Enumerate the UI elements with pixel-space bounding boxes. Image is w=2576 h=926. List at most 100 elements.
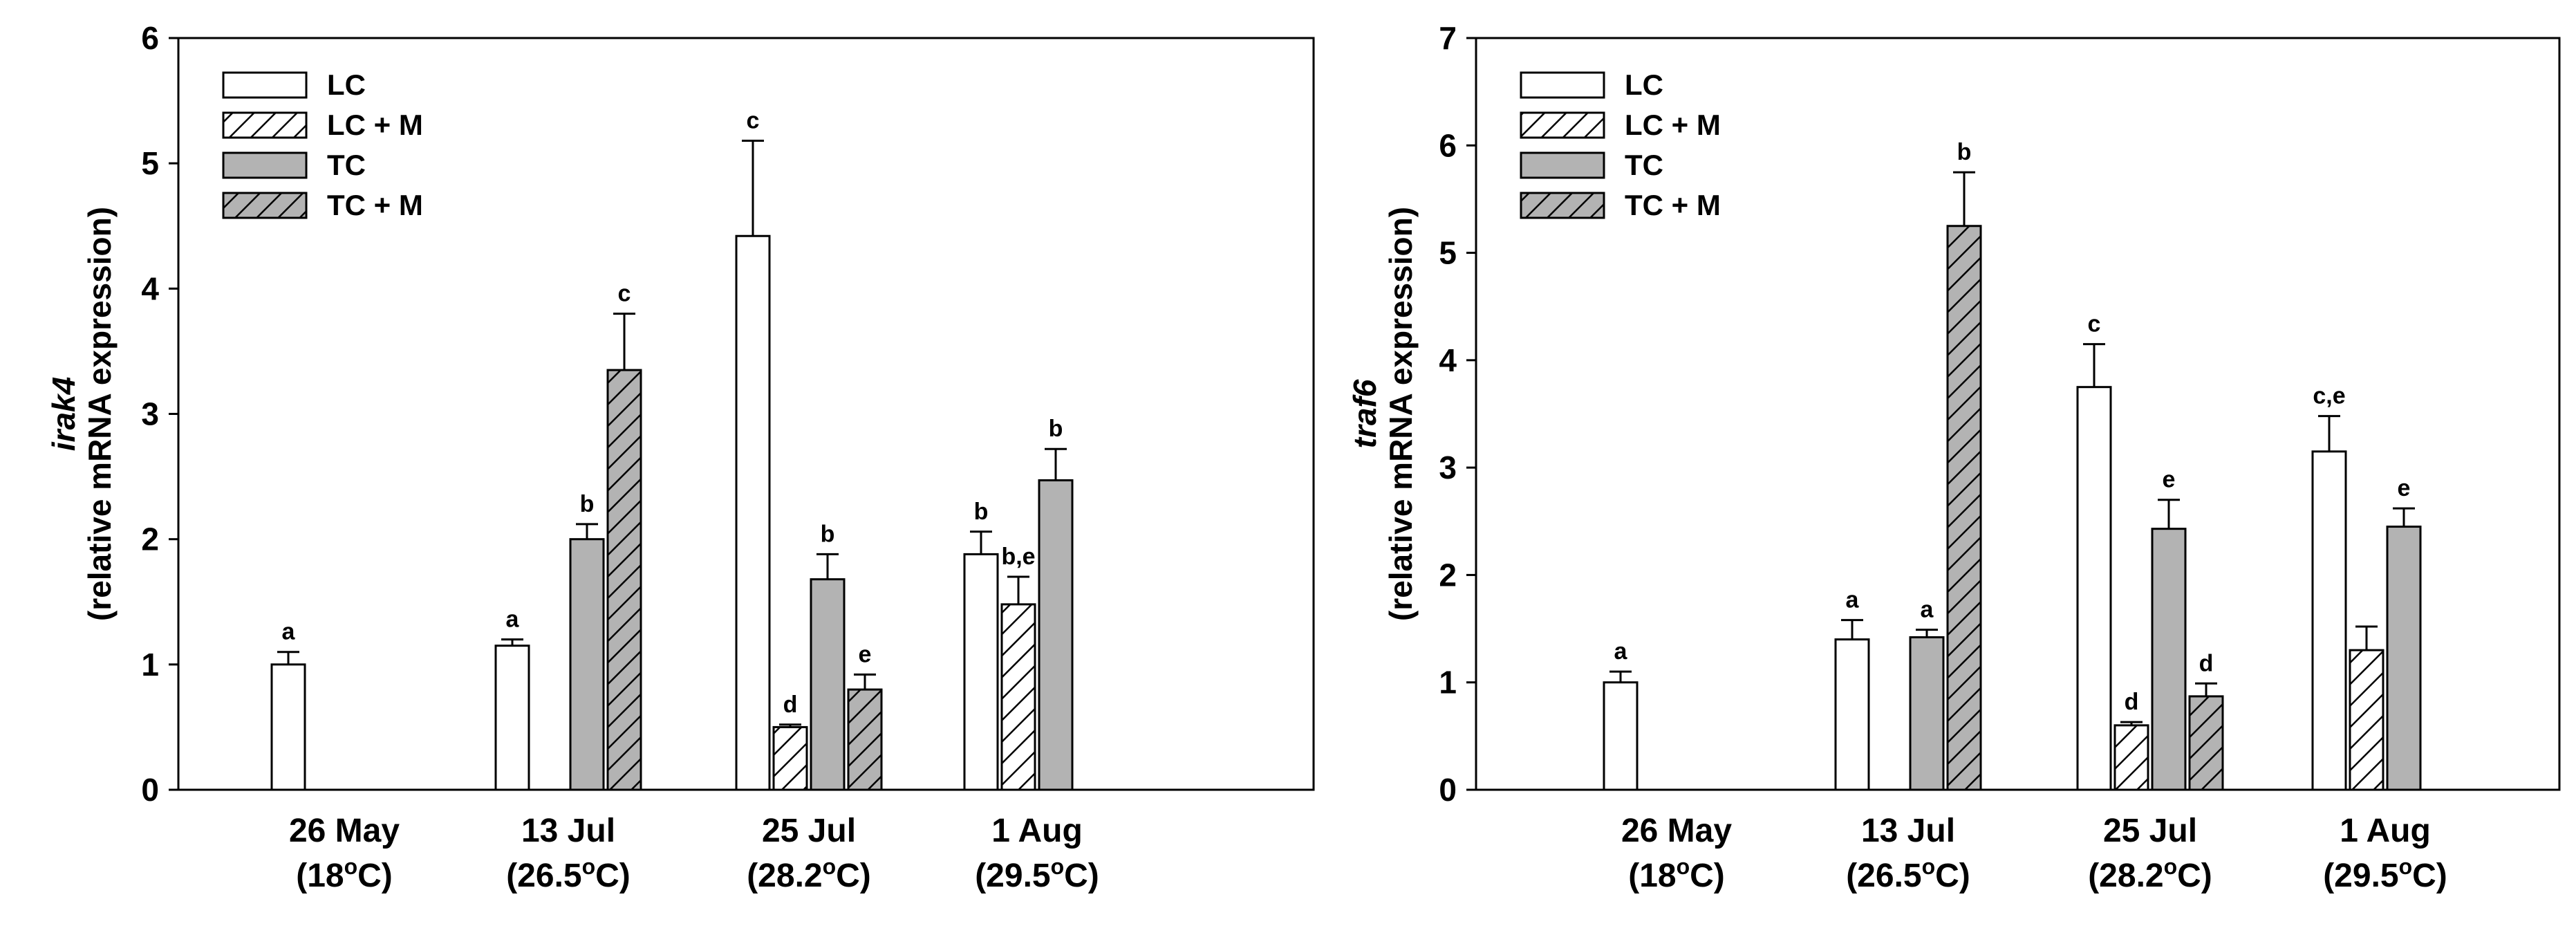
y-axis-title: traf6(relative mRNA expression)	[1347, 207, 1419, 621]
degree-sup: o	[344, 854, 358, 879]
x-category-date: 13 Jul	[521, 813, 615, 849]
temp-value: (26.5	[1846, 858, 1921, 894]
bar-tcm	[2188, 695, 2224, 791]
x-category-temp: (18oC)	[296, 854, 393, 894]
y-axis-unit-label: (relative mRNA expression)	[82, 207, 118, 621]
temp-unit: C)	[357, 858, 393, 894]
x-category-date: 13 Jul	[1861, 813, 1955, 849]
x-category-date: 25 Jul	[2103, 813, 2197, 849]
significance-label: c	[2088, 311, 2101, 337]
temp-value: (26.5	[506, 858, 581, 894]
x-category-temp: (18oC)	[1628, 854, 1725, 894]
y-tick-label: 3	[141, 396, 159, 432]
legend-swatch	[222, 71, 308, 99]
significance-label: c,e	[2313, 383, 2345, 409]
significance-label: b	[580, 491, 595, 517]
x-category-temp: (26.5oC)	[506, 854, 631, 894]
bar-lc	[2311, 450, 2347, 791]
significance-label: e	[2163, 467, 2176, 493]
y-axis-gene-label: irak4	[46, 377, 82, 451]
significance-label: b	[821, 521, 835, 547]
y-tick-label: 2	[1439, 557, 1457, 593]
temp-value: (28.2	[2088, 858, 2163, 894]
bar-lc	[963, 553, 999, 791]
temp-value: (18	[296, 858, 344, 894]
bar-lcm	[2113, 724, 2149, 791]
significance-label: d	[2199, 650, 2214, 676]
significance-label: b	[1957, 139, 1972, 165]
legend-label: TC	[1625, 149, 1663, 181]
temp-unit: C)	[1935, 858, 1970, 894]
x-category-date: 25 Jul	[762, 813, 856, 849]
significance-label: b	[974, 499, 989, 525]
significance-label: b,e	[1001, 544, 1035, 570]
bar-tcm	[1946, 225, 1982, 791]
bar-lc	[494, 645, 530, 791]
degree-sup: o	[1922, 854, 1936, 879]
x-category-date: 26 May	[289, 813, 400, 849]
significance-label: e	[2398, 475, 2411, 501]
y-tick-label: 6	[141, 20, 159, 56]
legend-swatch	[1520, 111, 1605, 139]
significance-label: a	[282, 619, 296, 645]
degree-sup: o	[2164, 854, 2178, 879]
legend-swatch	[222, 111, 308, 139]
bar-tc	[1909, 636, 1945, 791]
legend-label: LC + M	[1625, 109, 1721, 141]
bar-lcm	[2349, 649, 2384, 791]
y-tick-label: 2	[141, 521, 159, 557]
y-tick-label: 0	[141, 772, 159, 808]
bar-lc	[1834, 638, 1870, 791]
significance-label: c	[618, 281, 631, 307]
degree-sup: o	[2399, 854, 2413, 879]
bar-tc	[2151, 528, 2187, 791]
legend-label: TC	[327, 149, 366, 181]
legend-swatch	[1520, 71, 1605, 99]
bar-tc	[1038, 479, 1074, 791]
temp-value: (29.5	[2323, 858, 2398, 894]
bar-tcm	[606, 369, 642, 791]
y-axis-title: irak4(relative mRNA expression)	[46, 207, 118, 621]
significance-label: d	[2125, 689, 2139, 715]
temp-unit: C)	[595, 858, 631, 894]
y-tick-label: 0	[1439, 772, 1457, 808]
y-tick-label: 5	[141, 145, 159, 181]
temp-unit: C)	[1064, 858, 1099, 894]
significance-label: a	[1614, 638, 1628, 665]
y-tick-label: 7	[1439, 20, 1457, 56]
x-category-temp: (29.5oC)	[975, 854, 1099, 894]
temp-unit: C)	[1690, 858, 1725, 894]
y-axis-unit-label: (relative mRNA expression)	[1383, 207, 1419, 621]
significance-label: c	[747, 108, 760, 134]
legend-label: TC + M	[1625, 189, 1721, 221]
x-category-temp: (28.2oC)	[2088, 854, 2212, 894]
significance-label: a	[1921, 597, 1934, 623]
temp-unit: C)	[2177, 858, 2212, 894]
x-category-date: 1 Aug	[2340, 813, 2431, 849]
y-axis-gene-label: traf6	[1347, 379, 1383, 448]
bar-lc	[735, 234, 771, 791]
bar-tcm	[847, 688, 883, 791]
degree-sup: o	[1677, 854, 1690, 879]
temp-unit: C)	[836, 858, 871, 894]
temp-unit: C)	[2412, 858, 2447, 894]
significance-label: d	[783, 692, 798, 718]
x-category-date: 1 Aug	[991, 813, 1083, 849]
legend-swatch	[1520, 192, 1605, 219]
bar-tc	[2386, 526, 2422, 791]
legend-label: LC	[1625, 68, 1663, 101]
significance-label: a	[506, 606, 520, 633]
x-category-date: 26 May	[1621, 813, 1732, 849]
significance-label: e	[859, 641, 872, 667]
legend-label: LC + M	[327, 109, 423, 141]
x-category-temp: (26.5oC)	[1846, 854, 1970, 894]
y-tick-label: 1	[141, 647, 159, 683]
temp-value: (28.2	[747, 858, 822, 894]
y-tick-label: 4	[1439, 342, 1457, 378]
x-category-temp: (28.2oC)	[747, 854, 871, 894]
legend-swatch	[222, 151, 308, 179]
legend-label: TC + M	[327, 189, 423, 221]
legend-label: LC	[327, 68, 366, 101]
bar-lcm	[772, 725, 808, 791]
